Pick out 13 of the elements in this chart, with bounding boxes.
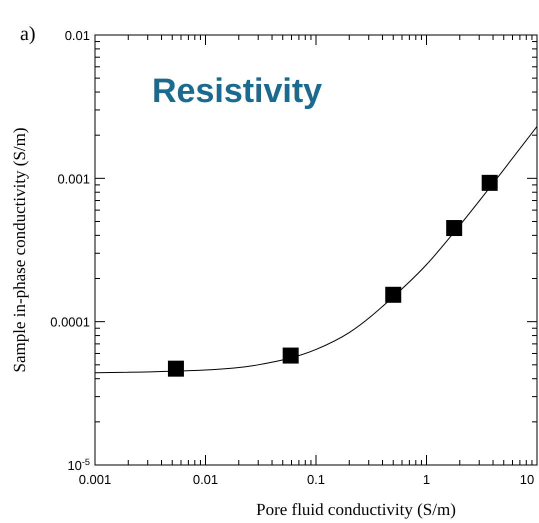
x-tick-label: 1 — [422, 472, 430, 487]
y-tick-label: 0.001 — [57, 171, 90, 186]
y-tick-label: 10$^{-5}$ — [67, 457, 90, 473]
x-axis-title: Pore fluid conductivity (S/m) — [256, 500, 456, 519]
y-tick-label: 0.01 — [64, 28, 90, 43]
x-tick-label: 0.01 — [192, 472, 218, 487]
text: Resistivity — [152, 72, 322, 110]
x-tick-label: 10 — [520, 472, 534, 487]
text: a) — [20, 23, 36, 45]
x-tick-label: 0.1 — [306, 472, 326, 487]
y-tick-label: 0.0001 — [50, 314, 90, 330]
y-axis-title: Sample in-phase conductivity (S/m) — [10, 127, 29, 373]
x-tick-label: 0.001 — [78, 472, 112, 487]
